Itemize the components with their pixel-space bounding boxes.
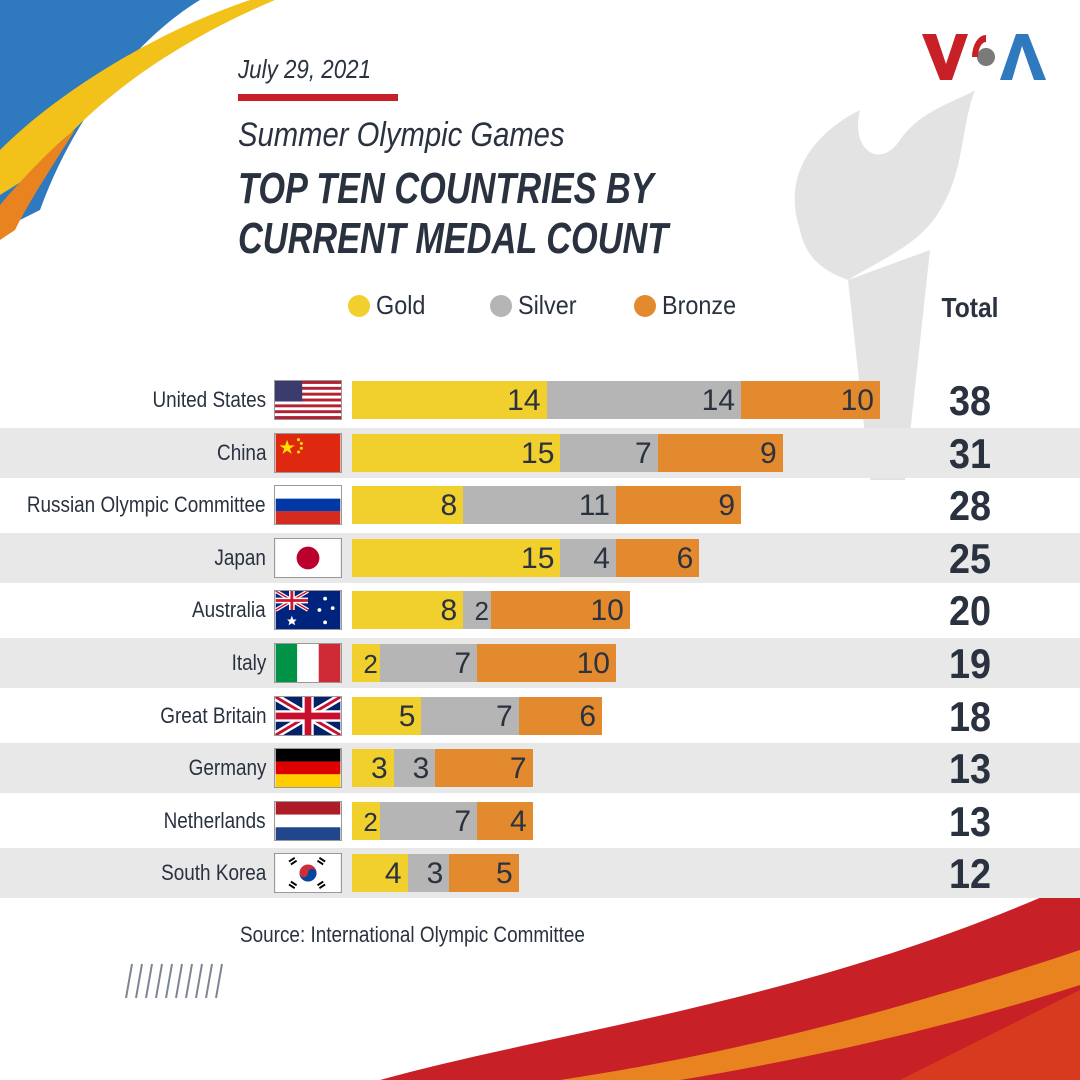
bar-gold: 5 — [352, 696, 422, 735]
legend-gold-label: Gold — [376, 290, 426, 320]
bar-bronze: 6 — [616, 538, 700, 577]
country-label: Italy — [231, 650, 266, 675]
row-stripe — [0, 848, 1080, 899]
bar-bronze: 10 — [490, 591, 630, 630]
bar-gold: 3 — [352, 749, 394, 788]
torch-icon — [794, 90, 975, 480]
flag-icon — [274, 485, 342, 526]
bar-silver: 7 — [421, 696, 519, 735]
bar-silver: 2 — [463, 591, 491, 630]
bar-gold: 15 — [352, 538, 561, 577]
flag-icon — [274, 748, 342, 789]
chart-title-line-2: CURRENT MEDAL COUNT — [238, 214, 669, 263]
bar-bronze: 9 — [657, 433, 783, 472]
source-note: Source: International Olympic Committee — [240, 922, 585, 947]
total-value: 28 — [948, 482, 992, 530]
bar-silver: 7 — [379, 801, 478, 840]
legend-bronze: Bronze — [634, 290, 744, 321]
bar-silver: 7 — [379, 644, 478, 682]
bar-gold: 4 — [352, 854, 408, 893]
bar-silver: 3 — [393, 749, 436, 788]
date-divider — [238, 94, 398, 101]
bar-silver: 7 — [560, 433, 658, 472]
total-value: 31 — [948, 429, 992, 477]
flag-icon — [274, 590, 342, 631]
bar-gold: 15 — [352, 433, 561, 472]
total-value: 20 — [948, 587, 992, 635]
bar-silver: 3 — [407, 854, 450, 893]
voa-logo — [922, 34, 1046, 80]
flag-icon — [274, 643, 342, 683]
bar-bronze: 6 — [518, 696, 603, 735]
country-label: Great Britain — [159, 702, 266, 728]
bar-gold: 8 — [352, 591, 464, 630]
bar-bronze: 10 — [741, 381, 880, 419]
bronze-dot-icon — [634, 294, 656, 317]
hatch-decoration-icon — [125, 963, 223, 999]
legend-silver: Silver — [490, 290, 583, 321]
country-label: United States — [152, 387, 266, 412]
total-value: 12 — [948, 850, 992, 898]
country-label: Netherlands — [163, 807, 266, 833]
legend-gold: Gold — [348, 290, 431, 321]
bar-silver: 14 — [546, 381, 742, 419]
bar-gold: 8 — [352, 486, 464, 525]
row-stripe — [0, 743, 1080, 794]
total-value: 18 — [948, 692, 992, 740]
bar-gold: 2 — [352, 644, 380, 682]
bar-gold: 2 — [352, 801, 380, 840]
bar-bronze: 9 — [616, 486, 742, 525]
total-value: 13 — [948, 745, 992, 793]
legend-bronze-label: Bronze — [662, 290, 737, 320]
bar-bronze: 5 — [449, 854, 519, 893]
flag-icon — [274, 853, 342, 894]
total-value: 25 — [948, 534, 992, 582]
flag-icon — [274, 800, 342, 841]
country-label: Australia — [192, 597, 266, 623]
bar-bronze: 10 — [477, 644, 616, 682]
bar-silver: 11 — [463, 486, 616, 525]
chart-title-line-1: TOP TEN COUNTRIES BY — [238, 164, 654, 213]
country-label: Russian Olympic Committee — [27, 492, 266, 518]
country-label: South Korea — [160, 860, 266, 886]
silver-dot-icon — [490, 294, 512, 317]
bar-bronze: 7 — [435, 749, 533, 788]
legend-silver-label: Silver — [518, 290, 577, 320]
total-value: 19 — [948, 640, 992, 687]
total-value: 13 — [948, 797, 992, 845]
flag-icon — [274, 695, 342, 736]
flag-icon — [274, 380, 342, 420]
date-label: July 29, 2021 — [238, 54, 372, 84]
flag-icon — [274, 537, 342, 578]
country-label: China — [216, 439, 266, 465]
chart-subtitle: Summer Olympic Games — [238, 116, 565, 154]
flag-icon — [274, 432, 342, 473]
country-label: Germany — [188, 755, 266, 781]
country-label: Japan — [214, 544, 266, 570]
bar-bronze: 4 — [477, 801, 533, 840]
total-value: 38 — [948, 377, 992, 424]
gold-dot-icon — [348, 294, 370, 317]
bar-silver: 4 — [560, 538, 616, 577]
chart-title: TOP TEN COUNTRIES BY CURRENT MEDAL COUNT — [238, 164, 668, 264]
bar-gold: 14 — [352, 381, 547, 419]
total-column-header: Total — [941, 292, 999, 323]
